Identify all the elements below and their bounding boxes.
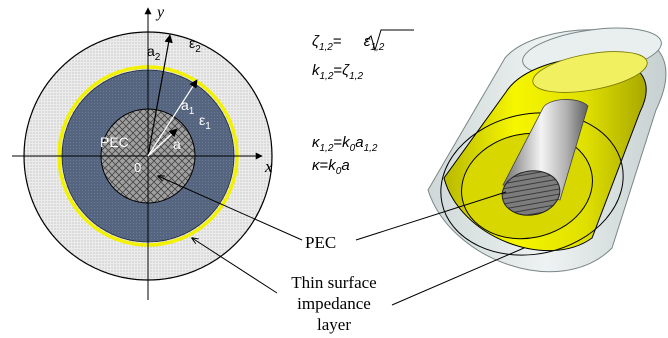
callout-lines (158, 176, 525, 306)
formula-k: k1,2=ζ1,2 (312, 62, 363, 82)
radius-a1-arrow (147, 79, 198, 157)
y-axis-label: y (155, 4, 165, 21)
impedance-callout-line-left (192, 238, 278, 294)
x-axis-label: x (264, 157, 273, 176)
impedance-callout-line1: Thin surface (291, 273, 376, 292)
origin-label: 0 (134, 160, 141, 175)
impedance-callout-line-right (391, 247, 525, 306)
eps1-label: ε1 (199, 112, 211, 132)
cross-section-diagram: y x 0 PEC a2 ε2 a1 ε1 a (12, 4, 273, 300)
radius-a2-label: a2 (147, 43, 161, 63)
pec-rod-end (501, 170, 561, 216)
radius-a-arrow (147, 128, 178, 157)
impedance-callout-line2: impedance (297, 294, 371, 313)
formula-zeta: ζ1,2= ε1,2 (312, 33, 385, 53)
yellow-layer-top (532, 51, 648, 93)
sqrt-sign (366, 29, 414, 52)
pec-center-label: PEC (100, 134, 129, 150)
outer-ring-front (440, 112, 624, 256)
impedance-callout-line3: layer (317, 315, 351, 334)
pec-callout-line-left (158, 176, 303, 241)
radius-a2-arrow (147, 34, 173, 157)
radius-a-label: a (173, 136, 181, 152)
pec-callout-label: PEC (305, 233, 336, 252)
formula-kappa12: κ1,2=k0a1,2 (312, 134, 378, 154)
formulas: ζ1,2= ε1,2 k1,2=ζ1,2 κ1,2=k0a1,2 κ=k0a (312, 29, 414, 177)
eps2-label: ε2 (189, 35, 201, 55)
formula-kappa: κ=k0a (312, 157, 350, 177)
radius-a1-label: a1 (181, 97, 195, 117)
pec-callout-line-right (355, 191, 507, 241)
cylinder-3d (427, 27, 667, 273)
